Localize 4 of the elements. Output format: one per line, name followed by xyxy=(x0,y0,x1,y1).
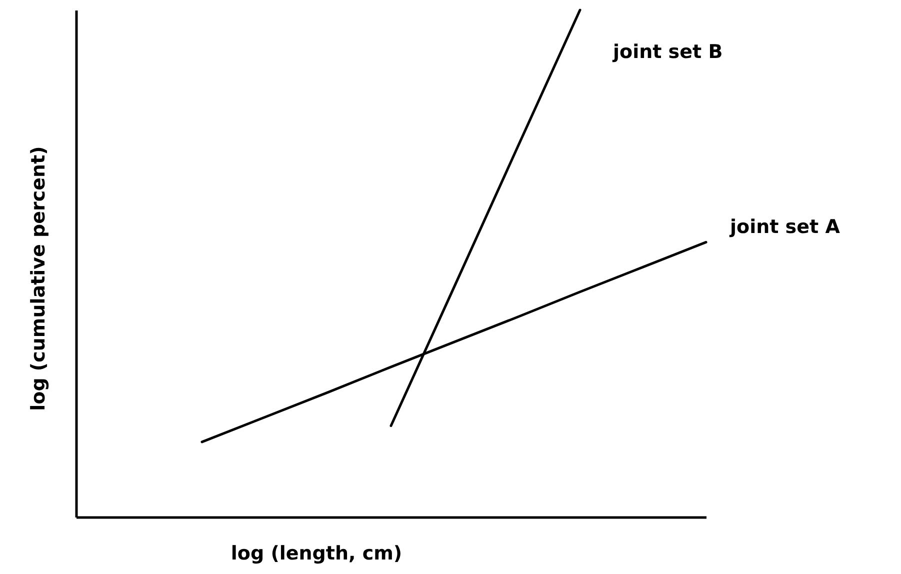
text: joint set B xyxy=(612,41,723,63)
series-label: joint set A xyxy=(729,216,840,238)
x-axis-title: log (length, cm) xyxy=(230,542,402,564)
y-axis-title: log (cumulative percent) xyxy=(28,146,50,411)
